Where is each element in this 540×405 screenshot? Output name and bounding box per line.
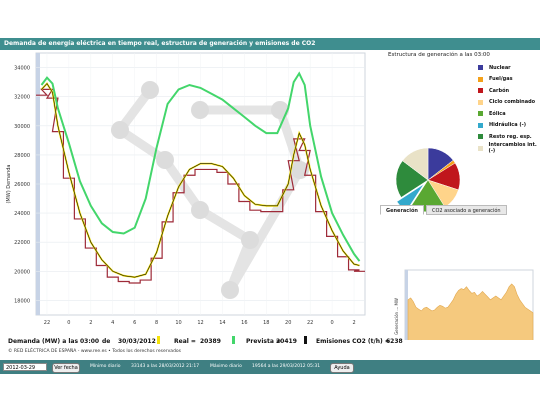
- legend-swatch: [478, 145, 483, 151]
- legend-swatch: [478, 134, 483, 140]
- watermark-link: [160, 155, 205, 215]
- max-value: 19564 a las 29/03/2012 05:31: [252, 364, 321, 369]
- legend-item: Eólica: [478, 108, 540, 120]
- legend-label: Resto reg. esp.: [489, 133, 532, 140]
- x-tick-label: 22: [307, 320, 313, 326]
- max-label: Máximo diario: [210, 364, 242, 369]
- status-prefix: Demanda (MW) a las: [8, 338, 79, 345]
- x-tick-label: 14: [219, 320, 225, 326]
- x-tick-label: 0: [67, 320, 70, 326]
- legend-item: Ciclo combinado: [478, 97, 540, 109]
- watermark-node: [241, 231, 259, 249]
- tabs: Generación CO2 asociado a generación: [380, 205, 507, 215]
- real-swatch: [157, 336, 160, 344]
- pie-legend: Nuclear Fuel/gas Carbón Ciclo combinado Eóli…: [478, 62, 540, 154]
- co2-swatch: [304, 336, 307, 344]
- x-tick-label: 12: [197, 320, 203, 326]
- legend-swatch: [478, 65, 483, 71]
- real-value: 20389: [200, 338, 221, 345]
- co2-value: 6238: [386, 338, 403, 345]
- ayuda-button[interactable]: Ayuda: [330, 363, 354, 373]
- demand-line-chart: 1800020000220002400026000280003000032000…: [6, 52, 534, 340]
- y-tick-label: 24000: [14, 211, 30, 217]
- series-line-real-outline: [41, 83, 360, 278]
- x-tick-label: 8: [155, 320, 158, 326]
- prevista-value: 20419: [276, 338, 297, 345]
- x-tick-label: 16: [241, 320, 247, 326]
- watermark-node: [156, 151, 174, 169]
- copyright: © RED ELÉCTRICA DE ESPAÑA - www.ree.es •…: [8, 349, 182, 354]
- pie-slice: [402, 147, 429, 181]
- watermark-node: [111, 121, 129, 139]
- legend-item: Carbón: [478, 85, 540, 97]
- watermark-node: [191, 101, 209, 119]
- legend-label: Eólica: [489, 110, 506, 117]
- prevista-swatch: [232, 336, 235, 344]
- watermark-link: [115, 125, 170, 165]
- co2-label: Emisiones CO2 (t/h) =: [316, 338, 390, 345]
- app-title: Demanda de energía eléctrica en tiempo r…: [0, 38, 540, 50]
- status-bar: Demanda (MW) a las 03:00 de 30/03/2012 R…: [0, 336, 540, 348]
- status-time: 03:00: [80, 338, 100, 345]
- min-label: Mínimo diario: [90, 364, 121, 369]
- x-tick-label: 10: [175, 320, 181, 326]
- x-tick-label: 4: [111, 320, 114, 326]
- tab-co2[interactable]: CO2 asociado a generación: [425, 205, 507, 215]
- legend-label: Fuel/gas: [489, 76, 513, 83]
- y-tick-label: 20000: [14, 269, 30, 275]
- x-tick-label: 22: [44, 320, 50, 326]
- legend-label: Hidráulica (-): [489, 122, 527, 129]
- x-tick-label: 6: [133, 320, 136, 326]
- area-y-label: Generación ... MW: [394, 298, 399, 335]
- y-tick-label: 18000: [14, 298, 30, 304]
- prevista-label: Prevista =: [246, 338, 281, 345]
- pie-title: Estructura de generación a las 03:00: [388, 52, 490, 58]
- area-series: [407, 283, 534, 340]
- watermark-link: [195, 205, 255, 245]
- legend-label: Nuclear: [489, 64, 511, 71]
- legend-swatch: [478, 122, 483, 128]
- x-tick-label: 2: [89, 320, 92, 326]
- legend-label: Intercambios int. (-): [488, 142, 537, 155]
- watermark-node: [141, 81, 159, 99]
- x-tick-label: 20: [285, 320, 291, 326]
- y-tick-label: 22000: [14, 240, 30, 246]
- series-line-prevista: [40, 71, 361, 262]
- real-label: Real =: [174, 338, 196, 345]
- watermark-node: [271, 101, 289, 119]
- min-value: 33143 a las 28/03/2012 21:17: [131, 364, 200, 369]
- legend-label: Carbón: [489, 87, 510, 94]
- legend-item: Fuel/gas: [478, 74, 540, 86]
- y-tick-label: 26000: [14, 182, 30, 188]
- status-date: 30/03/2012: [118, 338, 156, 345]
- tab-generacion[interactable]: Generación: [380, 205, 424, 215]
- y-tick-label: 30000: [14, 124, 30, 130]
- y-tick-label: 28000: [14, 153, 30, 159]
- ver-fecha-button[interactable]: Ver fecha: [52, 363, 80, 373]
- x-tick-label: 0: [331, 320, 334, 326]
- legend-item: Intercambios int. (-): [478, 142, 540, 155]
- y-tick-label: 34000: [14, 66, 30, 72]
- watermark-node: [191, 201, 209, 219]
- x-tick-label: 18: [263, 320, 269, 326]
- y-tick-label: 32000: [14, 95, 30, 101]
- legend-item: Resto reg. esp.: [478, 131, 540, 143]
- watermark-node: [221, 281, 239, 299]
- legend-swatch: [478, 111, 483, 117]
- x-tick-label: 2: [352, 320, 355, 326]
- area-sidebar: [405, 270, 408, 340]
- status-de: de: [102, 338, 111, 345]
- y-axis-label: (MW) Demanda: [6, 164, 12, 203]
- date-input[interactable]: 2012-03-29: [3, 363, 47, 371]
- legend-swatch: [478, 76, 483, 82]
- series-line-hourly: [36, 88, 365, 284]
- chart-area: 18000 20000 22000 24000 26000 28000 30000 32000…: [0, 50, 540, 340]
- legend-label: Ciclo combinado: [489, 99, 536, 106]
- legend-item: Nuclear: [478, 62, 540, 74]
- bottom-bar: 2012-03-29 Ver fecha Mínimo diario 33143…: [0, 360, 540, 374]
- legend-swatch: [478, 88, 483, 94]
- legend-swatch: [478, 99, 483, 105]
- legend-item: Hidráulica (-): [478, 120, 540, 132]
- pie-slice: [395, 160, 429, 198]
